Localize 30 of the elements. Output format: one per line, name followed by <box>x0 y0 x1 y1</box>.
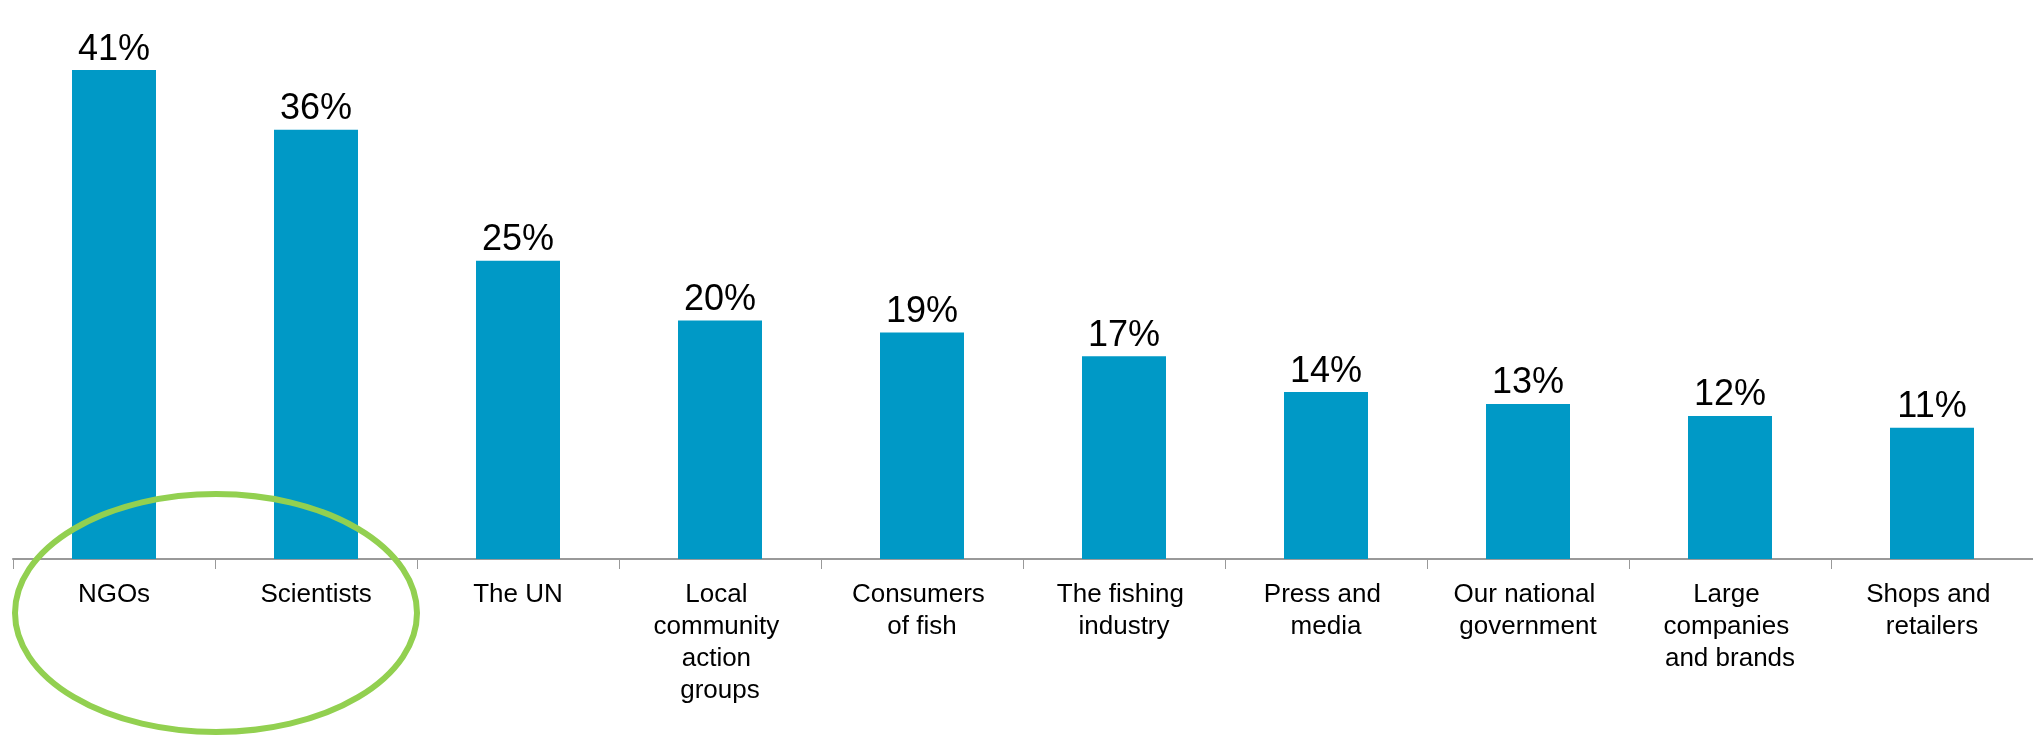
bar <box>678 320 762 559</box>
x-tick-label: Scientists <box>260 578 372 608</box>
data-label: 25% <box>481 217 555 259</box>
data-label: 13% <box>1491 360 1565 402</box>
bar <box>1890 427 1974 559</box>
bar <box>1284 392 1368 559</box>
data-label: 41% <box>77 26 151 68</box>
x-tick-label: Press and media <box>1263 578 1389 640</box>
x-tick-label: Local community action groups <box>653 578 787 704</box>
bar <box>72 70 156 559</box>
data-label: 19% <box>885 288 959 330</box>
bar <box>476 260 560 559</box>
data-label: 12% <box>1693 372 1767 414</box>
bar <box>1082 356 1166 559</box>
x-tick-label: The UN <box>473 578 563 608</box>
x-tick-label: NGOs <box>77 578 151 608</box>
bar <box>1688 415 1772 559</box>
data-label: 11% <box>1897 384 1967 426</box>
data-label: 14% <box>1289 348 1363 390</box>
x-tick-label: Our national government <box>1453 578 1603 640</box>
x-tick-label: The fishing industry <box>1056 578 1192 640</box>
x-tick-label: Large companies and brands <box>1663 578 1797 672</box>
data-label: 20% <box>683 276 757 318</box>
bar <box>274 129 358 559</box>
x-tick-label: Consumers of fish <box>851 578 993 640</box>
bar <box>880 332 964 559</box>
data-label: 36% <box>279 86 353 128</box>
x-tick-label: Shops and retailers <box>1866 578 1998 640</box>
data-label: 17% <box>1087 312 1161 354</box>
bar <box>1486 403 1570 559</box>
